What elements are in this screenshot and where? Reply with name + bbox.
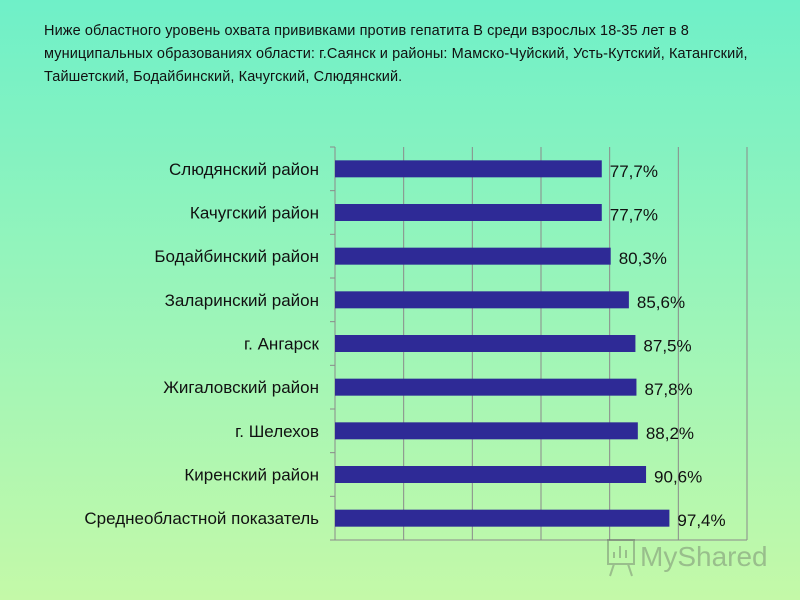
- bar: [335, 466, 647, 483]
- category-labels: Слюдянский район Качугский район Бодайбинс…: [84, 160, 319, 528]
- data-label: 87,5%: [643, 337, 691, 356]
- presentation-board-icon: [607, 539, 635, 577]
- data-label: 88,2%: [646, 424, 694, 443]
- intro-text: Ниже областного уровень охвата прививкам…: [44, 23, 748, 85]
- data-label: 77,7%: [610, 206, 658, 225]
- bar: [335, 247, 611, 265]
- data-label: 80,3%: [619, 249, 667, 268]
- data-label: 90,6%: [654, 468, 702, 487]
- category-label: Качугский район: [190, 204, 319, 223]
- category-label: Слюдянский район: [169, 160, 319, 179]
- data-label: 97,4%: [677, 511, 725, 530]
- chart-bars: [335, 160, 670, 527]
- category-label: Среднеобластной показатель: [84, 509, 319, 528]
- category-label: г. Шелехов: [235, 422, 319, 441]
- data-label: 87,8%: [644, 380, 692, 399]
- data-label: 85,6%: [637, 293, 685, 312]
- category-label: Киренский район: [184, 466, 319, 485]
- value-labels: 77,7% 77,7% 80,3% 85,6% 87,5% 87,8% 88,2% 90,6%…: [610, 162, 726, 530]
- bar: [335, 422, 638, 440]
- category-label: г. Ангарск: [244, 335, 320, 354]
- watermark-text: MyShared: [640, 541, 768, 572]
- watermark-logo: MyShared: [607, 539, 768, 577]
- bar: [335, 204, 602, 221]
- category-label: Заларинский район: [165, 291, 319, 310]
- bar: [335, 160, 602, 178]
- bar: [335, 291, 629, 309]
- data-label: 77,7%: [610, 162, 658, 181]
- category-label: Жигаловский район: [163, 378, 319, 397]
- bar: [335, 378, 637, 396]
- category-label: Бодайбинский район: [154, 247, 319, 266]
- bar: [335, 509, 670, 527]
- bar: [335, 335, 636, 352]
